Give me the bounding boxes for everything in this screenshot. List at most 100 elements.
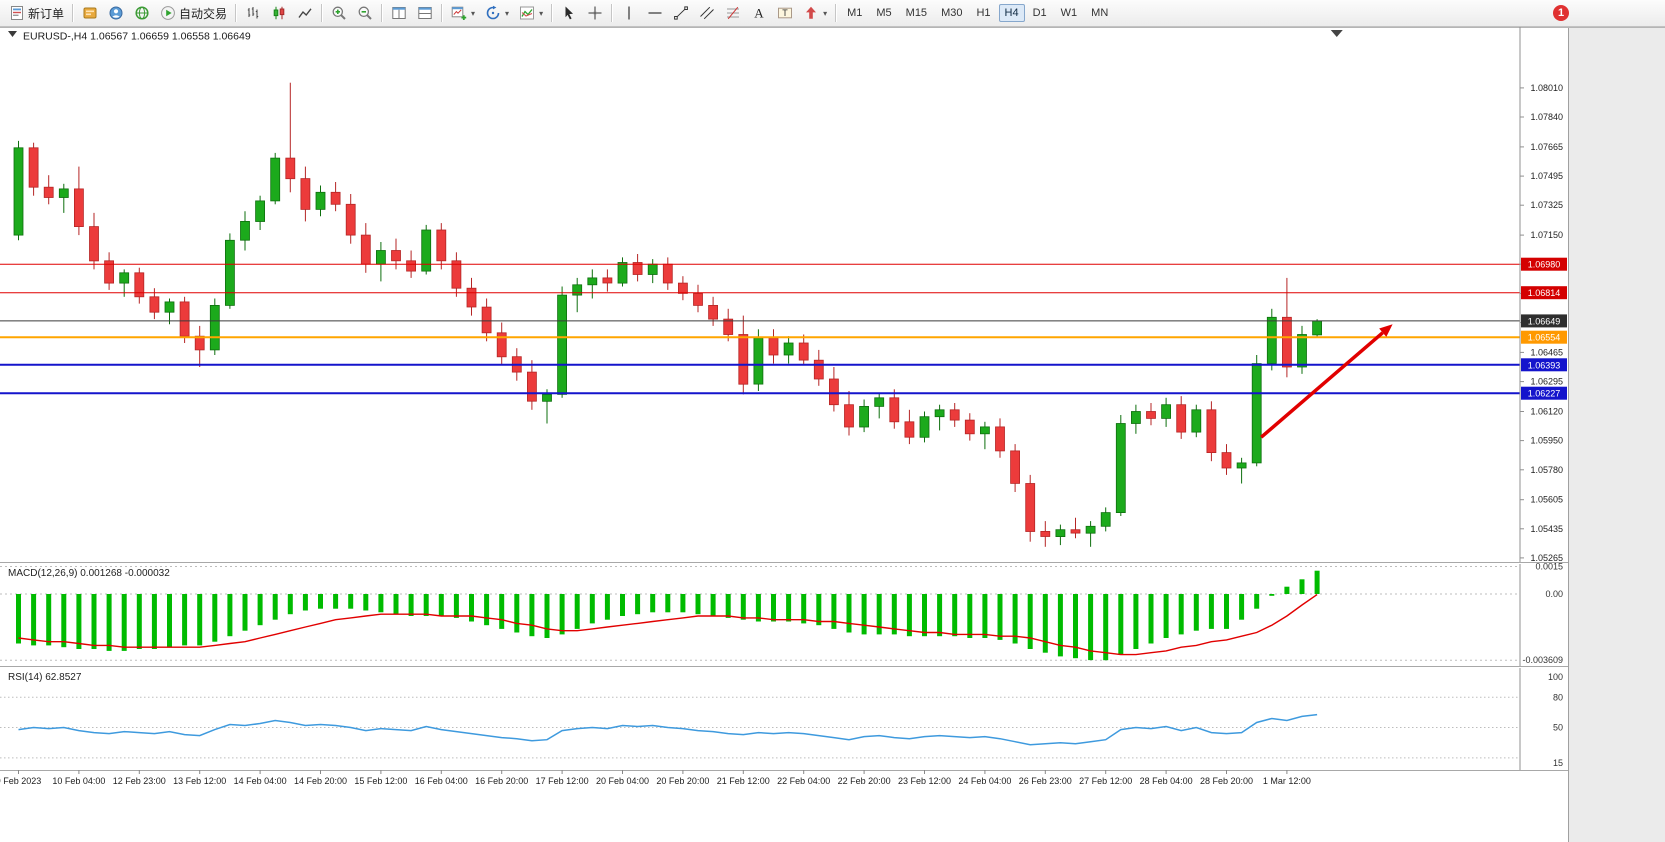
trendline-button[interactable] (669, 1, 693, 25)
bar-chart-button[interactable] (241, 1, 265, 25)
candle-body (980, 426, 990, 435)
macd-bar (1088, 594, 1094, 661)
candle (934, 404, 945, 431)
macd-bar (1133, 594, 1139, 649)
candle (1161, 397, 1171, 427)
new-chart-button[interactable]: ▾ (447, 1, 479, 25)
cursor-button[interactable] (557, 1, 581, 25)
candle-chart-button[interactable] (267, 1, 291, 25)
timeframe-D1[interactable]: D1 (1032, 7, 1047, 19)
toolbar-right: 1 (1534, 1, 1569, 25)
timeframe-M1[interactable]: M1 (847, 7, 863, 19)
candle-body (919, 416, 930, 438)
text-button[interactable]: A (747, 1, 771, 25)
tile-windows-button[interactable] (387, 1, 411, 25)
timeframe-H1[interactable]: H1 (976, 7, 991, 19)
candle (1070, 517, 1081, 539)
candle-body (466, 287, 477, 308)
macd-bar (91, 594, 97, 649)
cascade-windows-button[interactable] (413, 1, 437, 25)
autotrading-button[interactable]: 自动交易 (156, 1, 231, 25)
candle-body (527, 371, 537, 402)
arrows-button[interactable]: ▾ (799, 1, 831, 25)
price-line-label-text: 1.06814 (1528, 288, 1561, 298)
fibonacci-button[interactable] (721, 1, 745, 25)
horizontal-line-button[interactable] (643, 1, 667, 25)
candle (813, 349, 824, 386)
macd-bar (1118, 594, 1124, 655)
svg-text:A: A (754, 6, 764, 21)
timeframe-MN[interactable]: MN (1091, 7, 1109, 19)
candle (844, 391, 854, 436)
candle-body (542, 393, 552, 402)
rsi-panel: 100 80 50 15 RSI(14) 62.8527 (0, 672, 1563, 768)
macd-bar (1239, 594, 1245, 620)
macd-bar (922, 594, 927, 637)
candle (1115, 415, 1126, 516)
vertical-line-button[interactable] (617, 1, 641, 25)
new-order-button[interactable]: 新订单 (5, 1, 68, 25)
mql5-services-button[interactable] (130, 1, 154, 25)
candle-body (647, 263, 658, 275)
candle (270, 152, 281, 205)
macd-bar (1012, 594, 1018, 644)
trendline-icon (673, 5, 689, 21)
label-button[interactable]: T (773, 1, 797, 25)
notification-badge[interactable]: 1 (1553, 5, 1569, 21)
macd-panel: 0.0015 0.00 -0.003609 MACD(12,26,9) 0.00126… (0, 561, 1563, 665)
macd-bar (484, 594, 490, 626)
one-click-trading-toggle[interactable] (8, 31, 17, 37)
macd-bar (891, 594, 897, 635)
candle (1191, 404, 1202, 438)
candle-body (904, 421, 915, 438)
macd-bar (786, 594, 792, 622)
price-tick-label: 1.06120 (1530, 407, 1563, 417)
timeframe-M5[interactable]: M5 (876, 7, 892, 19)
line-chart-button[interactable] (293, 1, 317, 25)
candle-body (1206, 409, 1217, 453)
macd-bar (182, 594, 188, 646)
search-button[interactable] (1535, 1, 1543, 25)
timeframe-W1[interactable]: W1 (1060, 7, 1078, 19)
macd-bar (544, 594, 550, 638)
community-button[interactable] (104, 1, 128, 25)
candle-body (1266, 316, 1277, 364)
indicators-button[interactable]: ▾ (515, 1, 547, 25)
candle (859, 399, 869, 433)
price-tick-label: 1.07840 (1530, 112, 1563, 122)
periods-icon (485, 5, 501, 21)
chart-shift-marker[interactable] (1330, 30, 1343, 37)
macd-bar (378, 594, 384, 613)
macd-bar (982, 594, 988, 638)
equidistant-channel-button[interactable] (695, 1, 719, 25)
periods-button[interactable]: ▾ (481, 1, 513, 25)
candle-body (859, 405, 869, 428)
candle (104, 252, 114, 290)
horizontal-line-icon (647, 5, 663, 21)
candle (1010, 444, 1020, 492)
time-axis-label: 16 Feb 20:00 (475, 776, 528, 786)
zoom-out-button[interactable] (353, 1, 377, 25)
crosshair-button[interactable] (583, 1, 607, 25)
timeframe-M30[interactable]: M30 (941, 7, 963, 19)
chart-canvas[interactable]: EURUSD-,H4 1.06567 1.06659 1.06558 1.066… (0, 27, 1665, 842)
candle (1176, 396, 1187, 439)
price-line-label (1521, 386, 1567, 400)
rsi-line (18, 713, 1318, 746)
candle-body (43, 186, 54, 198)
candle (904, 409, 915, 445)
timeframe-H4[interactable]: H4 (998, 4, 1025, 22)
timeframe-M15[interactable]: M15 (905, 7, 928, 19)
trend-arrow[interactable] (1260, 324, 1393, 439)
depth-of-market-button[interactable] (78, 1, 102, 25)
macd-bar (76, 594, 82, 649)
arrows-icon (803, 5, 819, 21)
candle-body (723, 318, 734, 335)
macd-bar (997, 594, 1003, 640)
zoom-in-button[interactable] (327, 1, 351, 25)
macd-bar (650, 594, 656, 613)
macd-bar (620, 594, 625, 616)
svg-text:T: T (782, 8, 788, 18)
candle-body (889, 397, 900, 423)
candle (1251, 355, 1262, 467)
